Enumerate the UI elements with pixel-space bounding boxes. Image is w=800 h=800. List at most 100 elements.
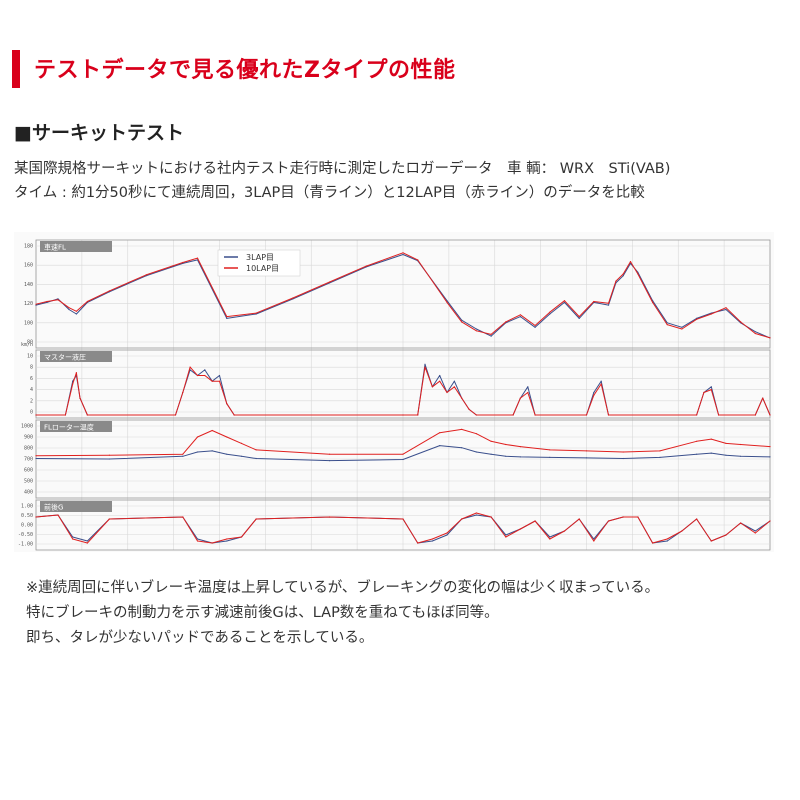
data-point (666, 324, 668, 326)
data-point (196, 257, 199, 259)
data-point (600, 383, 602, 385)
data-point (196, 451, 199, 453)
series-line-10lap (35, 512, 771, 544)
data-point (218, 380, 221, 382)
y-tick-label: 700 (24, 457, 33, 463)
data-point (527, 386, 529, 388)
data-point (549, 536, 551, 538)
data-point (182, 453, 184, 455)
data-point (329, 460, 331, 462)
data-point (417, 414, 419, 416)
data-point (534, 326, 536, 328)
data-point (549, 456, 551, 458)
data-point (255, 457, 257, 460)
data-point (578, 317, 580, 319)
panel-label: 前後G (44, 503, 63, 512)
data-point (519, 397, 521, 399)
data-point (453, 380, 455, 382)
data-point (666, 540, 668, 542)
data-point (439, 445, 441, 447)
data-point (402, 518, 404, 520)
data-point (563, 530, 566, 532)
data-point (607, 520, 610, 522)
data-point (519, 314, 521, 316)
data-point (696, 518, 698, 520)
data-point (255, 518, 257, 520)
y-tick-label: 8 (30, 365, 33, 371)
data-point (505, 321, 507, 323)
data-point (607, 414, 610, 416)
data-point (468, 408, 470, 410)
data-point (622, 273, 624, 275)
data-point (475, 514, 477, 516)
data-point (725, 454, 727, 456)
data-point (659, 450, 661, 452)
data-point (769, 520, 771, 522)
data-point (211, 380, 213, 382)
y-tick-label: 0 (30, 410, 33, 416)
data-point (527, 391, 529, 394)
data-point (86, 542, 88, 544)
panel-label: マスター液圧 (44, 353, 86, 362)
note-line-2: 特にブレーキの制動力を示す減速前後Gは、LAP数を重ねてもほぼ同等。 (26, 605, 499, 621)
data-point (446, 532, 448, 534)
data-point (490, 516, 492, 518)
data-point (629, 261, 632, 263)
data-point (710, 386, 712, 388)
y-tick-label: 120 (24, 301, 33, 307)
panel-label: 車速FL (44, 243, 66, 252)
data-point (475, 451, 477, 453)
page-title: テストデータで見る優れたZタイプの性能 (34, 58, 456, 83)
y-tick-label: 80 (27, 340, 33, 346)
data-point (769, 414, 771, 416)
y-tick-label: 800 (24, 446, 33, 452)
data-point (740, 321, 742, 323)
note-line-3: 即ち、タレが少ないパッドであることを示している。 (26, 630, 374, 646)
data-point (35, 455, 37, 457)
data-point (710, 452, 712, 454)
data-point (563, 300, 566, 302)
data-point (585, 414, 588, 416)
data-point (35, 303, 37, 305)
data-point (622, 275, 624, 277)
data-point (182, 391, 184, 394)
data-point (769, 446, 771, 448)
data-point (505, 536, 507, 538)
data-point (431, 538, 433, 540)
data-point (505, 443, 507, 446)
data-point (652, 301, 654, 303)
data-point (534, 324, 536, 327)
panel-label: FLローター温度 (44, 423, 94, 432)
data-point (431, 540, 433, 542)
data-point (46, 300, 48, 303)
data-point (439, 432, 441, 434)
data-point (475, 414, 477, 416)
data-point (255, 313, 257, 315)
data-point (475, 512, 477, 514)
y-tick-label: 1.00 (21, 504, 33, 510)
data-point (622, 457, 624, 460)
data-point (769, 456, 771, 458)
data-point (725, 308, 727, 311)
data-point (652, 542, 654, 544)
data-point (490, 333, 492, 335)
data-point (593, 394, 595, 396)
panel-4: 1.00 0.50 0.00 -0.50 -1.00 前後G (18, 499, 771, 551)
data-point (615, 280, 617, 282)
data-point (710, 540, 712, 542)
data-point (666, 322, 668, 324)
data-point (696, 414, 698, 416)
data-point (622, 516, 624, 518)
data-point (754, 331, 756, 333)
title-accent-bar (12, 50, 20, 88)
data-point (593, 300, 595, 303)
data-point (75, 372, 77, 374)
data-point (292, 297, 294, 299)
data-point (108, 454, 110, 456)
data-point (549, 311, 551, 313)
data-point (461, 447, 463, 449)
data-point (578, 316, 580, 318)
data-point (57, 298, 59, 300)
